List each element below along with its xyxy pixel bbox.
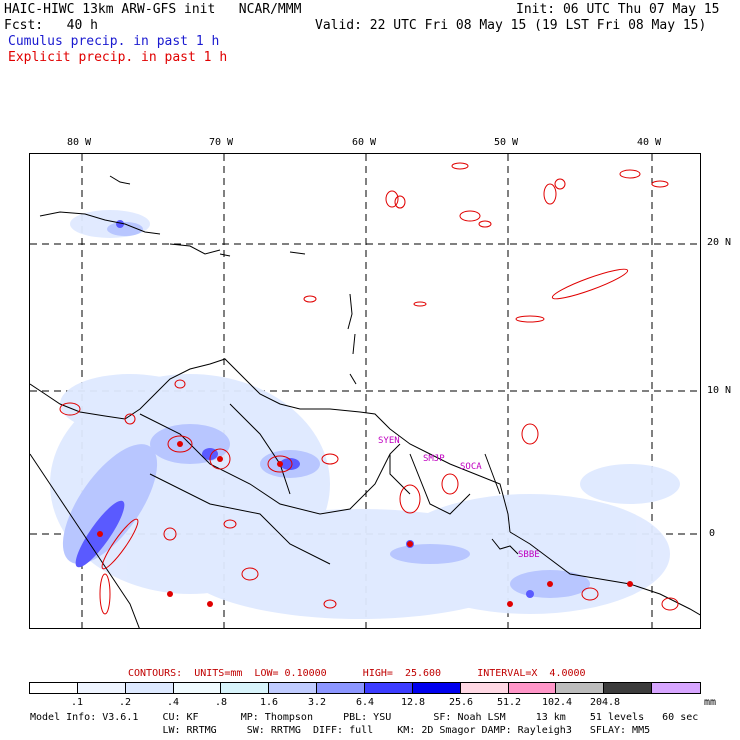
map-canvas [30, 154, 700, 628]
model-info-line2: LW: RRTMG SW: RRTMG DIFF: full KM: 2D Sm… [30, 725, 651, 736]
model-info-line1: Model Info: V3.6.1 CU: KF MP: Thompson P… [30, 712, 699, 723]
colorbar-swatch [365, 683, 413, 693]
lon-label-70w: 70 W [209, 137, 234, 148]
colorbar-swatch [508, 683, 557, 693]
colorbar-tick-label: 6.4 [355, 697, 375, 708]
colorbar-swatch [556, 683, 605, 693]
init-time: Init: 06 UTC Thu 07 May 15 [516, 2, 720, 17]
station-syen: SYEN [378, 436, 400, 446]
coastlines [30, 175, 700, 628]
colorbar-swatch [30, 683, 78, 693]
precip-map: SYEN SMJP SOCA SBBE [29, 153, 701, 629]
colorbar-tick-label: 12.8 [400, 697, 426, 708]
station-soca: SOCA [460, 462, 482, 472]
lon-label-60w: 60 W [352, 137, 377, 148]
lat-label-20n: 20 N [707, 237, 732, 248]
colorbar-tick-label: 25.6 [448, 697, 474, 708]
forecast-hour: Fcst: 40 h [4, 18, 98, 33]
model-title: HAIC-HIWC 13km ARW-GFS init NCAR/MMM [4, 2, 302, 17]
colorbar-tick-label: 51.2 [496, 697, 522, 708]
colorbar-tick-label: .2 [118, 697, 132, 708]
lat-label-10n: 10 N [707, 385, 732, 396]
explicit-precip-contours [59, 162, 679, 615]
colorbar-swatch [221, 683, 270, 693]
colorbar-tick-label: .1 [70, 697, 84, 708]
colorbar-units: mm [704, 697, 717, 708]
colorbar-tick-label: .8 [214, 697, 228, 708]
colorbar-swatch [125, 683, 174, 693]
colorbar-tick-label: .4 [166, 697, 180, 708]
colorbar-tick-label: 3.2 [307, 697, 327, 708]
colorbar-swatch [412, 683, 461, 693]
contours-caption: CONTOURS: UNITS=mm LOW= 0.10000 HIGH= 25… [128, 668, 586, 679]
colorbar-swatch [269, 683, 318, 693]
valid-time: Valid: 22 UTC Fri 08 May 15 (19 LST Fri … [315, 18, 707, 33]
explicit-precip-label: Explicit precip. in past 1 h [8, 50, 228, 65]
cumulus-precip-light [50, 210, 680, 619]
lat-label-0: 0 [709, 528, 716, 539]
explicit-precip-cores [97, 441, 633, 607]
precip-colorbar [29, 682, 701, 694]
colorbar-tick-label: 1.6 [259, 697, 279, 708]
colorbar-swatch [173, 683, 222, 693]
colorbar-swatch [77, 683, 126, 693]
lon-label-40w: 40 W [637, 137, 662, 148]
lon-label-80w: 80 W [67, 137, 92, 148]
station-smjp: SMJP [423, 454, 445, 464]
colorbar-tick-label: 204.8 [589, 697, 621, 708]
cumulus-precip-label: Cumulus precip. in past 1 h [8, 34, 220, 49]
colorbar-swatch [652, 683, 701, 693]
station-sbbe: SBBE [518, 550, 540, 560]
colorbar-swatch [460, 683, 509, 693]
lon-label-50w: 50 W [494, 137, 519, 148]
colorbar-swatch [604, 683, 653, 693]
colorbar-tick-label: 102.4 [541, 697, 573, 708]
colorbar-swatch [317, 683, 366, 693]
